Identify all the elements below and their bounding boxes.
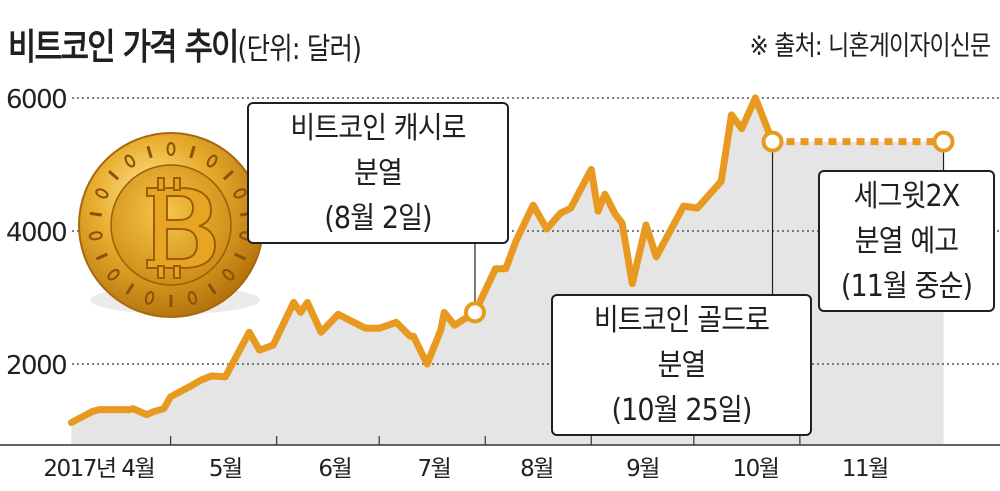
coin-bit-one — [169, 295, 173, 307]
coin-bit-one — [108, 170, 120, 181]
source-note: ※ 출처: 니혼게이자이신문 — [749, 31, 991, 62]
coin-bit-zero — [206, 154, 218, 168]
coin-bit-one — [95, 252, 108, 261]
coin-bit-zero — [88, 231, 103, 241]
x-tick-label: 10월 — [732, 456, 778, 482]
x-tick-label: 8월 — [520, 456, 553, 482]
annotation-segwit2x: 세그윗2X 분열 예고 (11월 중순) — [818, 170, 995, 312]
coin-bit-one — [207, 283, 217, 295]
coin-bit-one — [189, 145, 196, 159]
y-tick-label: 2000 — [6, 351, 66, 381]
y-tick-label: 6000 — [6, 85, 66, 115]
coin-bit-one — [125, 283, 135, 295]
coin-bit-zero — [166, 142, 176, 156]
annotation-bitcoin-cash: 비트코인 캐시로 분열 (8월 2일) — [247, 102, 509, 244]
x-tick-label: 11월 — [842, 456, 888, 482]
coin-bit-zero — [124, 154, 136, 168]
coin-bit-zero — [187, 291, 198, 305]
coin-bit-one — [234, 252, 247, 261]
x-tick-label: 9월 — [626, 456, 659, 482]
bitcoin-coin-icon — [78, 132, 264, 318]
event-marker — [761, 130, 784, 153]
coin-bit-zero — [222, 269, 235, 281]
annotation-bitcoin-gold: 비트코인 골드로 분열 (10월 25일) — [551, 294, 812, 436]
y-tick-label: 4000 — [6, 218, 66, 248]
coin-bit-zero — [95, 188, 109, 199]
coin-bit-one — [146, 145, 153, 159]
coin-bit-zero — [144, 291, 155, 305]
coin-bit-zero — [107, 269, 120, 281]
x-tick-label: 5월 — [209, 456, 242, 482]
x-tick-label: 6월 — [318, 456, 351, 482]
event-marker — [932, 130, 955, 153]
event-marker — [463, 301, 486, 324]
coin-bit-zero — [233, 188, 247, 199]
x-tick-label: 2017년 4월 — [43, 456, 154, 482]
price-line — [67, 94, 777, 427]
x-tick-label: 7월 — [418, 456, 451, 482]
coin-bit-one — [222, 170, 234, 181]
unit-label: (단위: 달러) — [237, 32, 362, 67]
coin-bit-one — [89, 211, 102, 217]
chart-title: 비트코인 가격 추이(단위: 달러) — [8, 27, 362, 68]
bitcoin-symbol-icon — [146, 177, 217, 279]
